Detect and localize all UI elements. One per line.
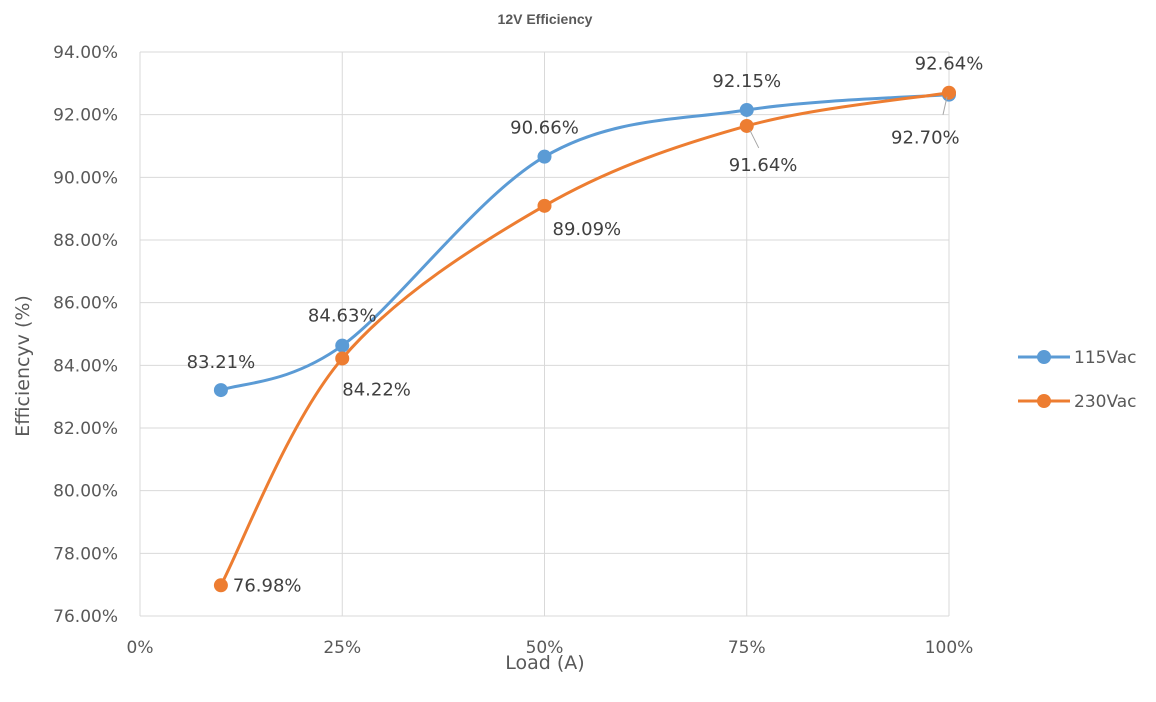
data-label: 90.66% bbox=[510, 118, 579, 139]
data-label: 92.15% bbox=[712, 71, 781, 92]
x-tick-label: 25% bbox=[323, 638, 361, 658]
data-label: 84.22% bbox=[342, 379, 411, 400]
data-point bbox=[213, 578, 228, 593]
data-point bbox=[739, 118, 754, 133]
y-tick-label: 80.00% bbox=[53, 482, 118, 502]
series bbox=[213, 85, 956, 593]
grid bbox=[139, 51, 950, 617]
x-tick-label: 75% bbox=[728, 638, 766, 658]
series-line-230vac bbox=[219, 91, 951, 587]
data-point bbox=[537, 198, 552, 213]
y-tick-label: 86.00% bbox=[53, 294, 118, 314]
y-tick-label: 78.00% bbox=[53, 544, 118, 564]
leader-line bbox=[942, 96, 948, 115]
data-point bbox=[537, 149, 552, 164]
leader-line bbox=[749, 129, 760, 149]
y-tick-label: 92.00% bbox=[53, 106, 118, 126]
x-tick-label: 50% bbox=[526, 638, 564, 658]
data-label: 84.63% bbox=[308, 306, 377, 327]
series-115vac bbox=[213, 87, 956, 398]
y-tick-label: 90.00% bbox=[53, 168, 118, 188]
x-axis-ticks: 0% 25% 50% 75% 100% bbox=[127, 638, 974, 658]
series-230vac bbox=[213, 85, 956, 593]
chart-title: 12V Efficiency bbox=[498, 11, 593, 27]
data-label: 91.64% bbox=[729, 155, 798, 176]
y-tick-label: 84.00% bbox=[53, 356, 118, 376]
legend-item-230vac: 230Vac bbox=[1018, 392, 1137, 412]
data-point bbox=[335, 351, 350, 366]
legend: 115Vac 230Vac bbox=[1018, 348, 1137, 412]
y-tick-label: 94.00% bbox=[53, 43, 118, 63]
x-tick-label: 0% bbox=[127, 638, 154, 658]
data-point bbox=[942, 85, 956, 100]
data-label: 76.98% bbox=[233, 575, 302, 596]
data-label: 89.09% bbox=[553, 219, 622, 240]
legend-label: 230Vac bbox=[1074, 392, 1137, 412]
x-axis-label: Load (A) bbox=[505, 652, 584, 674]
y-tick-label: 76.00% bbox=[53, 607, 118, 627]
data-labels: 83.21% 84.63% 90.66% 92.15% 92.64% 76.98% 84.2… bbox=[187, 54, 984, 597]
y-axis-ticks: 76.00% 78.00% 80.00% 82.00% 84.00% 86.00% 88.0… bbox=[53, 43, 118, 627]
series-line-115vac bbox=[219, 93, 951, 392]
y-tick-label: 88.00% bbox=[53, 231, 118, 251]
data-point bbox=[213, 383, 228, 398]
y-axis-label: Efficiencyv (%) bbox=[12, 295, 34, 437]
legend-item-115vac: 115Vac bbox=[1018, 348, 1137, 368]
data-label: 92.64% bbox=[915, 54, 984, 75]
legend-marker bbox=[1037, 350, 1051, 364]
legend-marker bbox=[1037, 394, 1051, 408]
data-label: 92.70% bbox=[891, 128, 960, 149]
data-point bbox=[739, 102, 754, 117]
y-tick-label: 82.00% bbox=[53, 419, 118, 439]
legend-label: 115Vac bbox=[1074, 348, 1137, 368]
x-tick-label: 100% bbox=[925, 638, 974, 658]
data-label: 83.21% bbox=[187, 352, 256, 373]
data-point bbox=[335, 338, 350, 353]
